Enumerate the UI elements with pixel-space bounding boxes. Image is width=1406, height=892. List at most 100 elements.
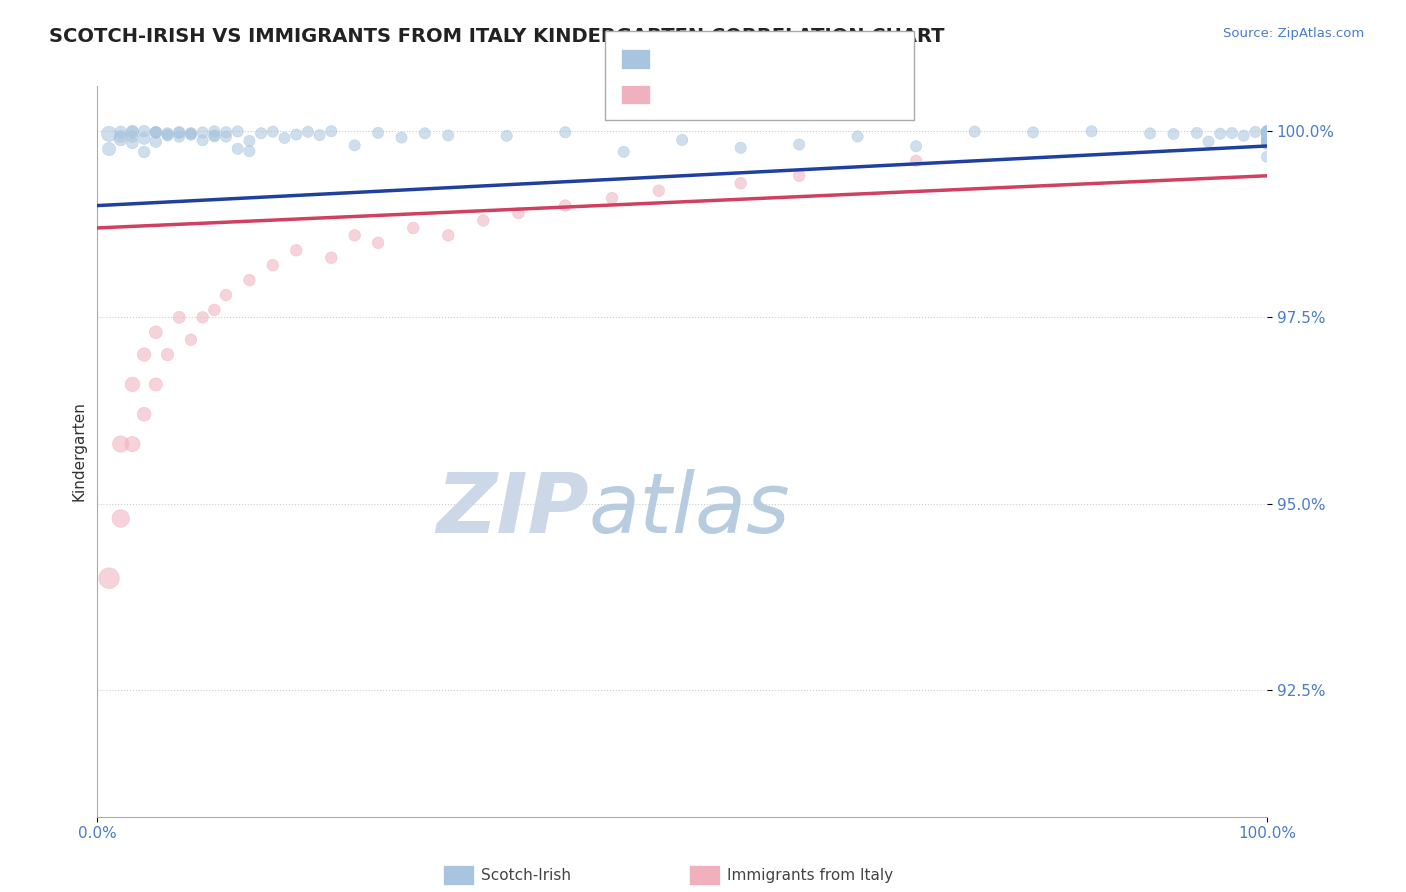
- Point: [156, 126, 179, 140]
- Point: [250, 126, 273, 140]
- Point: [391, 130, 413, 145]
- Point: [110, 437, 132, 451]
- Point: [121, 124, 143, 138]
- Point: [1080, 124, 1102, 138]
- Point: [321, 251, 343, 265]
- Point: [402, 221, 425, 235]
- Point: [1256, 124, 1278, 138]
- Point: [1256, 128, 1278, 142]
- Point: [121, 129, 143, 144]
- Point: [472, 213, 495, 227]
- Point: [180, 126, 202, 140]
- Point: [98, 142, 121, 156]
- Point: [202, 124, 225, 138]
- Point: [1256, 124, 1278, 138]
- Point: [145, 125, 167, 139]
- Point: [121, 125, 143, 139]
- Point: [145, 377, 167, 392]
- Point: [1256, 128, 1278, 143]
- Point: [273, 131, 295, 145]
- Point: [110, 125, 132, 139]
- Point: [262, 258, 284, 272]
- Point: [437, 128, 460, 143]
- Point: [167, 126, 190, 140]
- Point: [1256, 134, 1278, 148]
- Point: [121, 437, 143, 451]
- Point: [343, 228, 366, 243]
- Point: [1244, 125, 1267, 139]
- Point: [180, 333, 202, 347]
- Point: [1256, 133, 1278, 147]
- Point: [180, 127, 202, 141]
- Point: [437, 228, 460, 243]
- Point: [215, 288, 238, 302]
- Point: [191, 133, 214, 147]
- Point: [110, 511, 132, 525]
- Point: [413, 126, 436, 140]
- Point: [262, 125, 284, 139]
- Point: [1198, 135, 1220, 149]
- Point: [134, 131, 156, 145]
- Point: [1256, 130, 1278, 145]
- Point: [121, 377, 143, 392]
- Point: [905, 139, 928, 153]
- Point: [1256, 132, 1278, 146]
- Point: [134, 407, 156, 421]
- Point: [134, 145, 156, 159]
- Point: [1256, 125, 1278, 139]
- Point: [226, 142, 249, 156]
- Point: [145, 135, 167, 149]
- Point: [202, 302, 225, 317]
- Point: [238, 134, 260, 148]
- Point: [1256, 124, 1278, 138]
- Point: [367, 235, 389, 250]
- Point: [145, 125, 167, 139]
- Point: [191, 310, 214, 325]
- Text: ZIP: ZIP: [436, 469, 589, 550]
- Point: [1256, 125, 1278, 139]
- Point: [648, 184, 671, 198]
- Point: [1256, 127, 1278, 141]
- Point: [1256, 125, 1278, 139]
- Point: [1256, 126, 1278, 140]
- Point: [1256, 132, 1278, 146]
- Text: Source: ZipAtlas.com: Source: ZipAtlas.com: [1223, 27, 1364, 40]
- Point: [1256, 133, 1278, 147]
- Y-axis label: Kindergarten: Kindergarten: [72, 401, 86, 501]
- Point: [1256, 136, 1278, 150]
- Point: [202, 128, 225, 143]
- Point: [1256, 137, 1278, 152]
- Point: [963, 125, 986, 139]
- Point: [202, 129, 225, 144]
- Point: [1185, 126, 1208, 140]
- Text: Scotch-Irish: Scotch-Irish: [481, 868, 571, 882]
- Point: [1256, 127, 1278, 141]
- Point: [285, 128, 308, 142]
- Point: [1139, 127, 1161, 141]
- Point: [215, 125, 238, 139]
- Point: [145, 126, 167, 140]
- Point: [1256, 128, 1278, 142]
- Point: [1256, 134, 1278, 148]
- Point: [1256, 129, 1278, 144]
- Point: [156, 128, 179, 143]
- Text: atlas: atlas: [589, 469, 790, 550]
- Point: [1163, 127, 1185, 141]
- Point: [110, 129, 132, 144]
- Point: [134, 124, 156, 138]
- Point: [145, 325, 167, 339]
- Point: [1233, 128, 1256, 143]
- Point: [215, 129, 238, 144]
- Point: [167, 125, 190, 139]
- Point: [297, 125, 319, 139]
- Point: [134, 348, 156, 362]
- Point: [191, 125, 214, 139]
- Point: [508, 206, 530, 220]
- Point: [238, 144, 260, 158]
- Point: [156, 348, 179, 362]
- Point: [226, 124, 249, 138]
- Point: [671, 133, 693, 147]
- Point: [1256, 124, 1278, 138]
- Point: [1256, 131, 1278, 145]
- Text: R = 0.461   N = 98: R = 0.461 N = 98: [658, 50, 828, 68]
